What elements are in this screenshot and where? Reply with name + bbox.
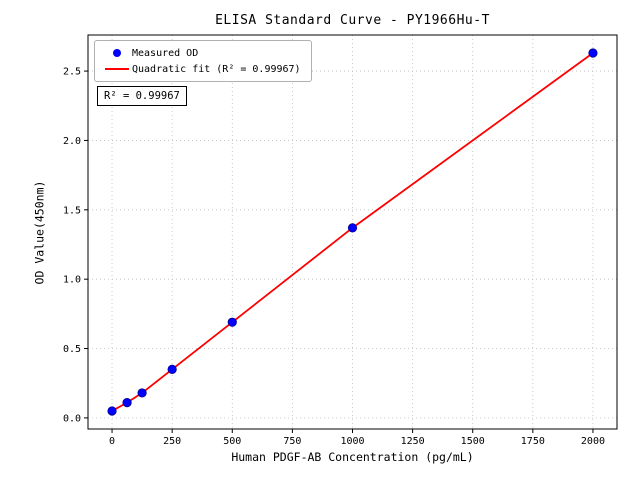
x-tick-label: 2000	[581, 436, 605, 447]
x-tick-label: 0	[109, 436, 115, 447]
legend-item-fit: Quadratic fit (R² = 0.99967)	[102, 61, 301, 77]
legend-label-fit: Quadratic fit (R² = 0.99967)	[132, 63, 301, 75]
y-tick-label: 2.5	[63, 67, 81, 78]
legend-marker-cell	[102, 49, 132, 57]
data-point	[347, 223, 358, 233]
quadratic-fit-line-icon	[105, 68, 129, 70]
x-tick-label: 250	[163, 436, 181, 447]
y-tick-label: 0.0	[63, 413, 81, 424]
data-point	[227, 317, 237, 327]
x-tick-label: 1250	[401, 436, 425, 447]
y-tick-label: 2.0	[63, 136, 81, 147]
data-point	[122, 398, 132, 408]
x-tick-label: 1750	[521, 436, 545, 447]
data-point	[588, 48, 598, 58]
x-tick-label: 1000	[340, 436, 364, 447]
y-axis-label: OD Value(450nm)	[32, 180, 47, 285]
x-tick-label: 750	[283, 436, 301, 447]
y-tick-label: 0.5	[63, 344, 81, 355]
legend-label-measured: Measured OD	[132, 47, 199, 59]
chart-title: ELISA Standard Curve - PY1966Hu-T	[215, 13, 490, 28]
legend-item-measured: Measured OD	[102, 45, 301, 61]
y-tick-label: 1.0	[63, 275, 81, 286]
x-axis-label: Human PDGF-AB Concentration (pg/mL)	[231, 450, 474, 464]
measured-od-marker-icon	[113, 49, 121, 57]
r-squared-annotation: R² = 0.99967	[97, 86, 187, 106]
y-tick-label: 1.5	[63, 205, 81, 216]
data-point	[137, 388, 147, 398]
legend-marker-cell	[102, 68, 132, 70]
x-tick-label: 500	[223, 436, 241, 447]
x-tick-label: 1500	[461, 436, 485, 447]
data-point	[107, 406, 117, 416]
legend: Measured OD Quadratic fit (R² = 0.99967)	[94, 40, 312, 82]
data-point	[167, 364, 177, 374]
